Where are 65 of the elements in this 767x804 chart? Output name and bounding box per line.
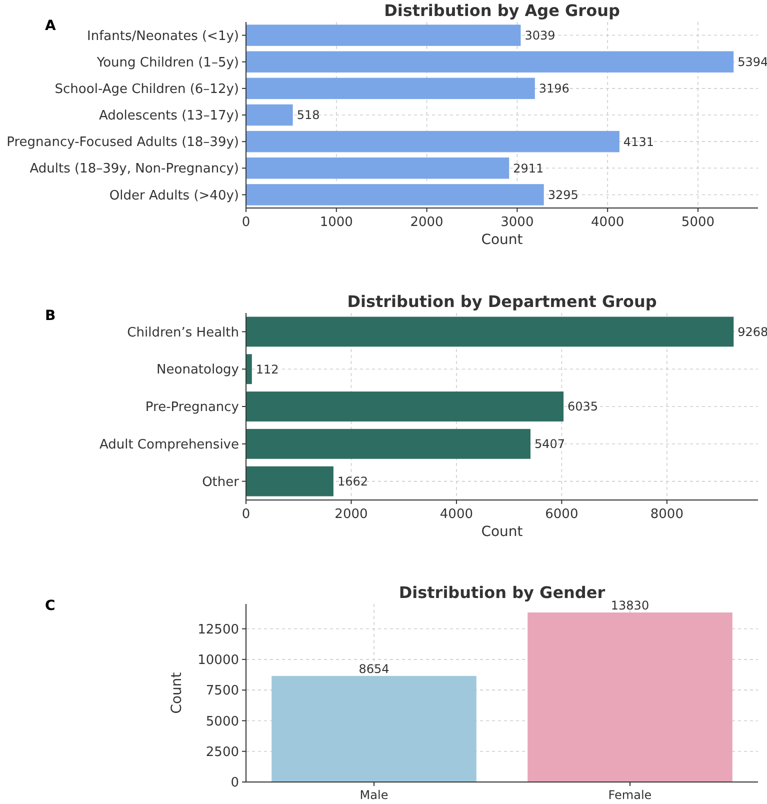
x-tick-label: 1000	[320, 215, 353, 230]
x-tick-label: 2000	[410, 215, 444, 230]
y-tick-label: Infants/Neonates (<1y)	[87, 28, 239, 44]
bar	[246, 428, 530, 459]
y-tick-label: Neonatology	[156, 362, 240, 378]
bar	[246, 51, 734, 72]
bar	[246, 104, 293, 126]
bar	[246, 184, 544, 206]
bar	[246, 78, 535, 100]
x-tick-label: 0	[242, 215, 250, 230]
x-tick-label: Male	[360, 788, 388, 802]
bar	[246, 130, 620, 152]
y-tick-label: 0	[230, 776, 239, 791]
y-tick-label: School-Age Children (6–12y)	[54, 82, 239, 97]
y-tick-label: Young Children (1–5y)	[96, 55, 239, 70]
text: A	[45, 18, 56, 34]
data-label: 112	[256, 362, 279, 376]
text: B	[45, 308, 56, 324]
data-label: 6035	[568, 400, 598, 414]
x-tick-label: 4000	[591, 215, 624, 230]
bar	[246, 158, 510, 179]
chart-title: Distribution by Age Group	[384, 1, 620, 20]
x-axis-title: Count	[481, 524, 524, 540]
data-label: 518	[296, 108, 320, 122]
y-tick-label: Pregnancy-Focused Adults (18–39y)	[6, 135, 239, 150]
chart-title: Distribution by Gender	[398, 583, 606, 602]
x-tick-label: 5000	[681, 215, 715, 230]
x-tick-label: 4000	[440, 507, 474, 522]
x-tick-label: 0	[242, 507, 250, 522]
bar	[246, 466, 334, 496]
data-label: 1662	[337, 474, 368, 488]
x-tick-label: 3000	[500, 215, 534, 230]
y-tick-label: Other	[202, 474, 240, 490]
y-tick-label: 12500	[198, 622, 239, 638]
y-tick-label: 7500	[206, 684, 239, 699]
y-tick-label: Older Adults (>40y)	[109, 188, 239, 204]
data-label: 5407	[534, 437, 566, 452]
bar	[246, 316, 734, 347]
data-label: 2911	[513, 161, 544, 176]
x-tick-label: 8000	[650, 507, 684, 522]
text: C	[45, 598, 56, 614]
x-axis-title: Count	[481, 232, 524, 248]
y-tick-label: Adults (18–39y, Non-Pregnancy)	[30, 162, 239, 177]
y-tick-label: Adult Comprehensive	[99, 437, 239, 452]
y-tick-label: Pre-Pregnancy	[145, 400, 240, 416]
y-tick-label: Adolescents (13–17y)	[98, 108, 239, 124]
data-label: 3295	[548, 188, 578, 202]
data-label: 4131	[623, 134, 654, 149]
data-label: 13830	[610, 598, 650, 612]
y-tick-label: 10000	[198, 652, 239, 668]
bar	[246, 354, 252, 384]
data-label: 3039	[524, 28, 556, 42]
y-tick-label: 2500	[206, 744, 239, 760]
chart-title: Distribution by Department Group	[347, 292, 657, 311]
data-label: 9268	[738, 324, 767, 339]
y-tick-label: Children’s Health	[127, 325, 239, 340]
x-tick-label: Female	[608, 788, 652, 802]
bar	[246, 24, 521, 46]
y-tick-label: 5000	[206, 714, 239, 730]
x-tick-label: 2000	[334, 507, 368, 522]
x-tick-label: 6000	[545, 507, 578, 522]
bar	[246, 392, 564, 422]
y-axis-title: Count	[169, 672, 185, 714]
data-label: 3196	[538, 82, 570, 96]
data-label: 8654	[358, 662, 390, 676]
